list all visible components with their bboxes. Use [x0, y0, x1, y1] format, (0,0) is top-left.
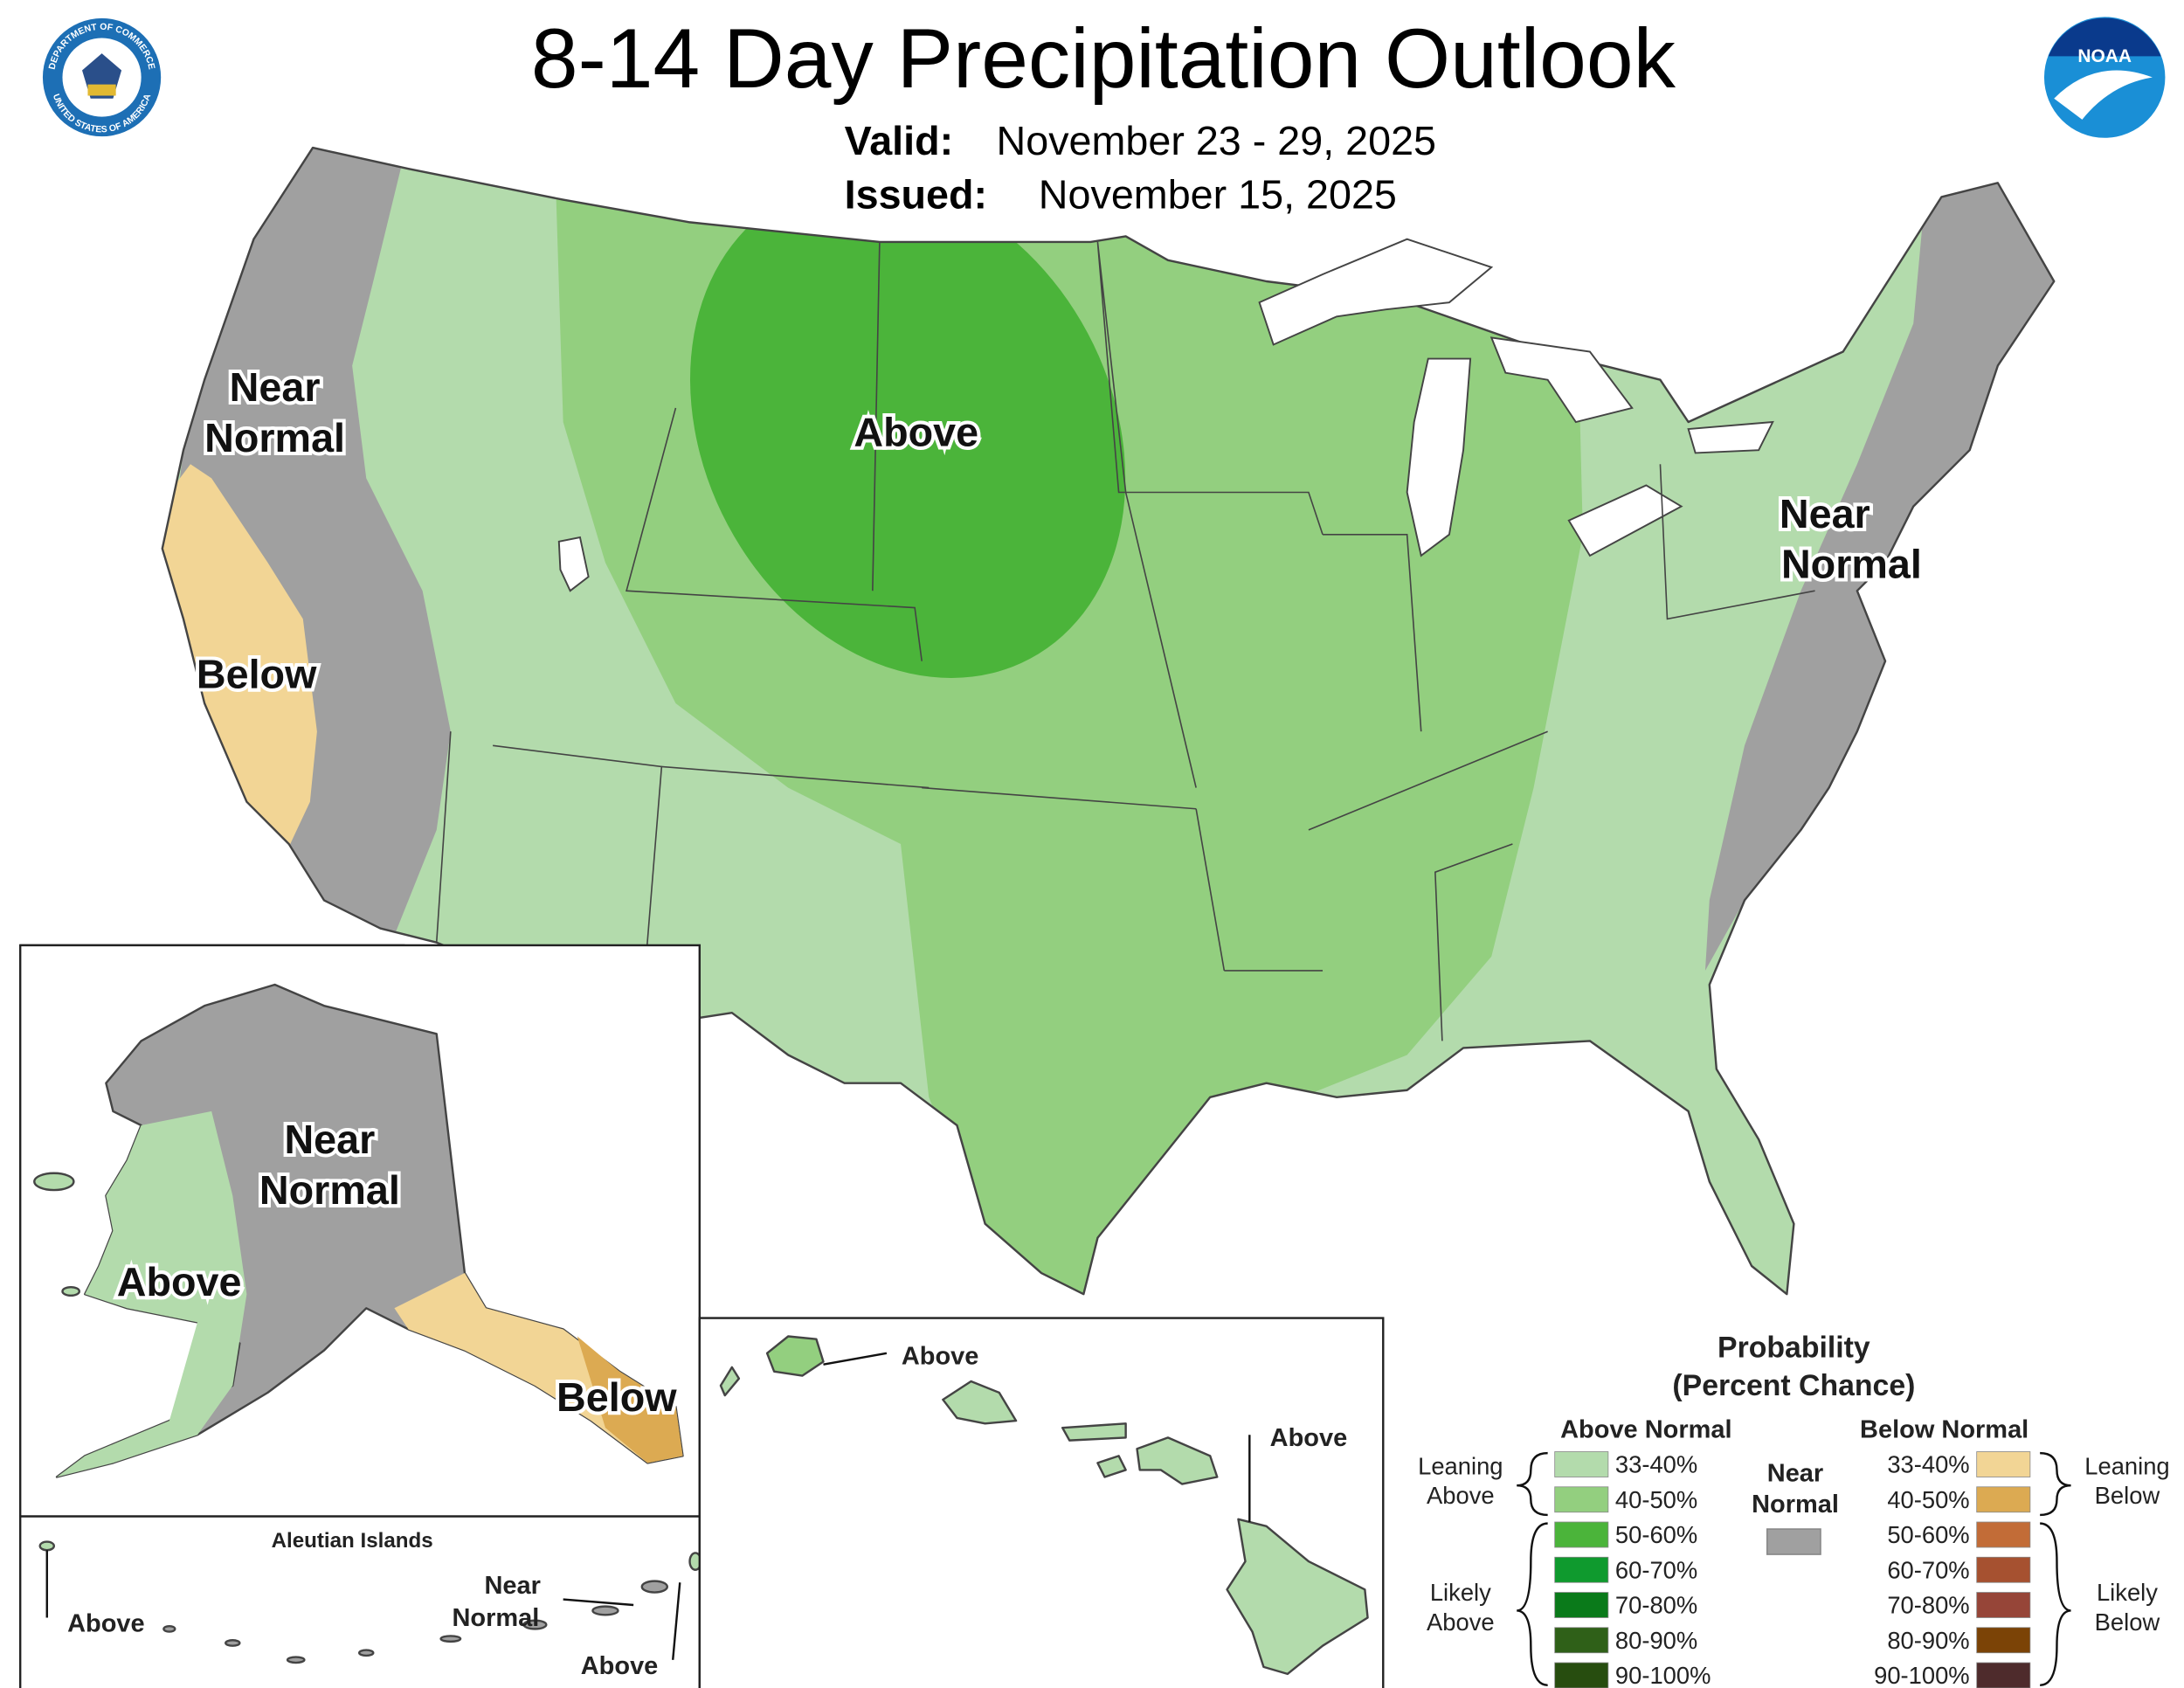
- aleutian-inset: [18, 1515, 702, 1688]
- legend-swatch-below: [1976, 1451, 2031, 1477]
- label-line: Normal: [204, 415, 345, 460]
- legend-label-above: 90-100%: [1615, 1662, 1711, 1688]
- commerce-seal: DEPARTMENT OF COMMERCE UNITED STATES OF …: [42, 17, 162, 137]
- legend-swatch-above: [1554, 1592, 1609, 1618]
- legend-leaning-above: Leaning: [1418, 1452, 1503, 1479]
- legend-subtitle: (Percent Chance): [1672, 1369, 1915, 1402]
- legend-label-below: 40-50%: [1887, 1486, 1969, 1513]
- label-line: Near: [230, 364, 321, 410]
- legend: Probability (Percent Chance) Above Norma…: [1418, 1332, 2170, 1688]
- legend-label-below: 70-80%: [1887, 1592, 1969, 1619]
- legend-swatch-below: [1976, 1627, 2031, 1654]
- issued-date: November 15, 2025: [1039, 171, 1397, 217]
- issued-label: Issued:: [845, 171, 987, 217]
- label-line: Normal: [1781, 542, 1922, 587]
- label-line: Normal: [452, 1604, 539, 1632]
- state-borders: [435, 241, 1815, 1041]
- noaa-logo: NOAA: [2043, 17, 2166, 138]
- hawaii-inset: [698, 1317, 1385, 1688]
- legend-near-swatch: [1766, 1528, 1821, 1555]
- legend-label-above: 50-60%: [1615, 1521, 1697, 1548]
- legend-likely-above: Likely: [1430, 1579, 1491, 1606]
- legend-leaning-below: Leaning: [2084, 1452, 2169, 1479]
- legend-title: Probability: [1717, 1332, 1870, 1365]
- aleutian-title: Aleutian Islands: [272, 1529, 433, 1553]
- legend-swatch-above: [1554, 1662, 1609, 1688]
- legend-near-header: Near: [1767, 1459, 1823, 1487]
- label-below: Below: [197, 651, 317, 696]
- label-aleut-near-normal: Near Normal: [452, 1572, 540, 1632]
- legend-label-above: 60-70%: [1615, 1556, 1697, 1583]
- legend-below-header: Below Normal: [1860, 1415, 2028, 1443]
- legend-label-above: 70-80%: [1615, 1592, 1697, 1619]
- legend-label-above: 80-90%: [1615, 1627, 1697, 1654]
- legend-swatch-above: [1554, 1486, 1609, 1513]
- region-leaning-below: [162, 464, 317, 847]
- label-hi-above-kauai: Above: [902, 1343, 979, 1371]
- legend-leaning-below: Below: [2095, 1482, 2160, 1509]
- alaska-inset: [18, 944, 702, 1518]
- legend-label-above: 33-40%: [1615, 1451, 1697, 1478]
- legend-swatch-above: [1554, 1521, 1609, 1548]
- legend-swatch-above: [1554, 1556, 1609, 1583]
- legend-label-below: 90-100%: [1874, 1662, 1970, 1688]
- great-lakes: [557, 238, 1774, 592]
- legend-leaning-above: Above: [1427, 1482, 1495, 1509]
- label-above: Above: [854, 409, 978, 454]
- legend-label-below: 33-40%: [1887, 1451, 1969, 1478]
- label-ak-above: Above: [117, 1259, 242, 1304]
- label-near-normal-east: Near Normal: [1780, 491, 1922, 587]
- label-aleut-above-east: Above: [581, 1652, 659, 1680]
- legend-label-below: 80-90%: [1887, 1627, 1969, 1654]
- legend-swatch-below: [1976, 1592, 2031, 1618]
- label-hi-above-big-island: Above: [1270, 1424, 1348, 1452]
- legend-near-header: Normal: [1752, 1491, 1839, 1519]
- label-ak-near-normal: Near Normal: [259, 1117, 400, 1213]
- legend-label-below: 60-70%: [1887, 1556, 1969, 1583]
- conus-map: [161, 146, 2056, 1296]
- label-near-normal-west: Near Normal: [204, 364, 345, 460]
- label-line: Normal: [259, 1167, 400, 1213]
- legend-label-below: 50-60%: [1887, 1521, 1969, 1548]
- legend-swatch-below: [1976, 1521, 2031, 1548]
- valid-dates: November 23 - 29, 2025: [997, 118, 1437, 163]
- label-aleut-above-west: Above: [67, 1610, 145, 1638]
- label-line: Near: [284, 1117, 375, 1162]
- legend-label-above: 40-50%: [1615, 1486, 1697, 1513]
- legend-swatch-below: [1976, 1556, 2031, 1583]
- legend-swatch-below: [1976, 1486, 2031, 1513]
- valid-label: Valid:: [845, 118, 954, 163]
- region-above-50-60: [690, 180, 1126, 678]
- legend-above-header: Above Normal: [1560, 1415, 1731, 1443]
- region-near-normal-east: [1704, 169, 2055, 971]
- noaa-text: NOAA: [2077, 46, 2132, 66]
- legend-braces: [1517, 1451, 2071, 1686]
- label-ak-below: Below: [556, 1374, 677, 1420]
- legend-likely-above: Above: [1427, 1608, 1495, 1636]
- legend-swatch-below: [1976, 1662, 2031, 1688]
- legend-likely-below: Likely: [2097, 1579, 2158, 1606]
- legend-swatch-above: [1554, 1451, 1609, 1477]
- label-line: Near: [484, 1572, 540, 1600]
- legend-swatch-above: [1554, 1627, 1609, 1654]
- legend-likely-below: Below: [2095, 1608, 2160, 1636]
- title: 8-14 Day Precipitation Outlook: [531, 12, 1676, 106]
- label-line: Near: [1780, 491, 1870, 536]
